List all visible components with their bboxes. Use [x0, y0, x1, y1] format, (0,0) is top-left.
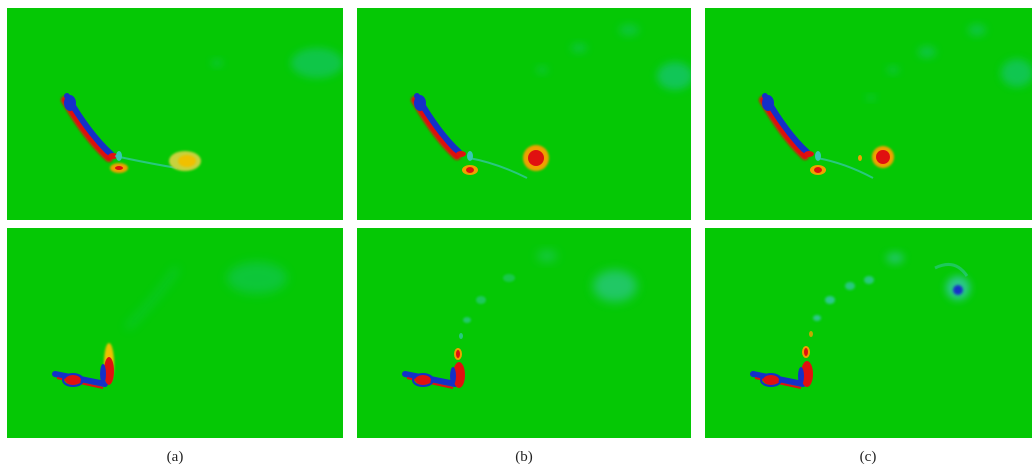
panel-a-bottom — [7, 228, 343, 438]
panel-b-bottom — [357, 228, 691, 438]
caption-a: (a) — [166, 449, 184, 465]
panel-c-bottom — [705, 228, 1032, 438]
caption-b: (b) — [515, 449, 533, 465]
panel-a-top — [7, 8, 343, 220]
caption-c: (c) — [859, 449, 877, 465]
panel-c-top — [705, 8, 1032, 220]
panel-b-top — [357, 8, 691, 220]
